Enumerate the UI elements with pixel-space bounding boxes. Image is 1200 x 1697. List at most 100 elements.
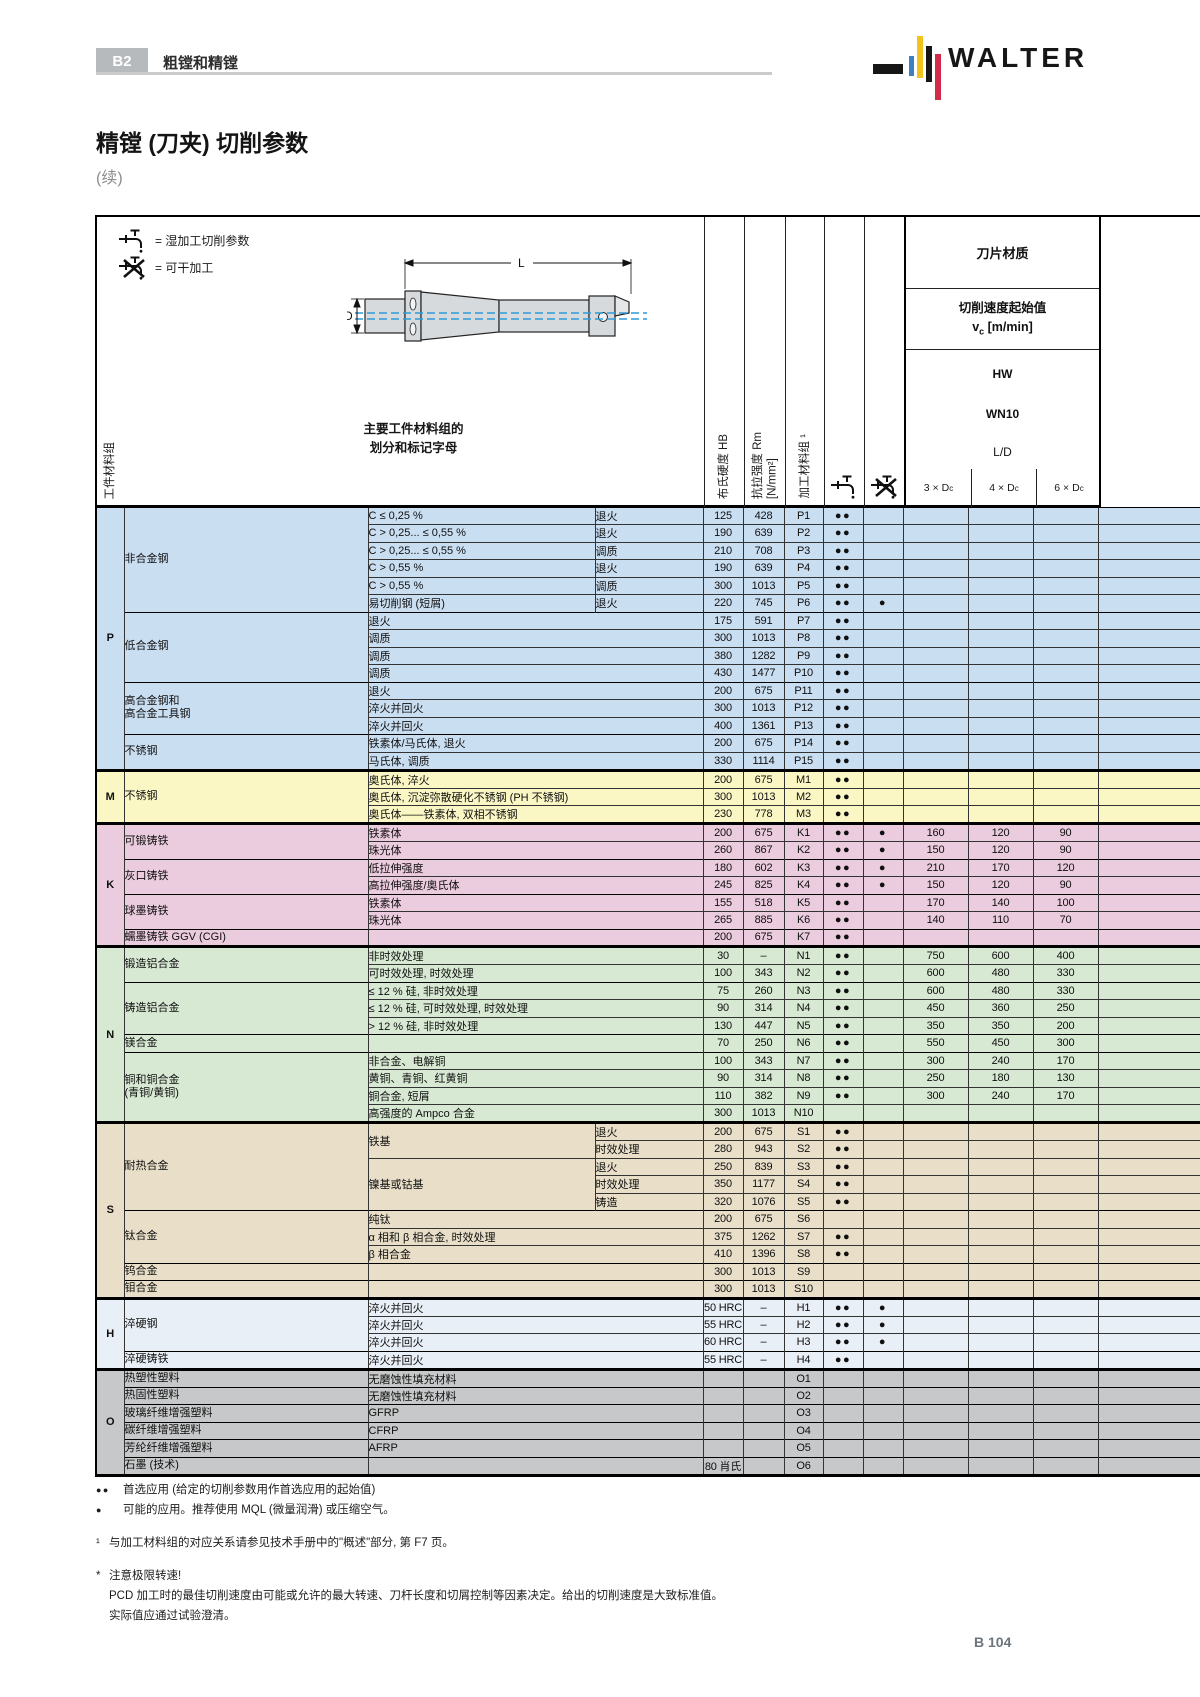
iso-material-group-cell: P8 bbox=[783, 629, 823, 647]
iso-material-group-cell: P15 bbox=[783, 751, 823, 770]
material-group-cell: 铸造铝合金 bbox=[123, 981, 368, 1035]
vc-6xdc-cell: 90 bbox=[1032, 876, 1098, 894]
page-cut-cell bbox=[1097, 1350, 1200, 1369]
hardness-hb-cell: 200 bbox=[702, 822, 743, 842]
tensile-rm-cell: 602 bbox=[742, 858, 784, 877]
dry-application-cell bbox=[862, 1262, 903, 1281]
vc-4xdc-cell bbox=[967, 805, 1033, 824]
vc-3xdc-cell bbox=[902, 1192, 968, 1211]
tensile-rm-cell: – bbox=[742, 1333, 784, 1351]
iso-material-group-cell: P6 bbox=[783, 594, 823, 612]
page-cut-cell bbox=[1097, 505, 1200, 525]
tensile-rm-cell: – bbox=[742, 945, 784, 965]
iso-material-group-cell: N8 bbox=[783, 1069, 823, 1087]
tensile-rm-cell: 314 bbox=[742, 1069, 784, 1087]
dry-application-cell bbox=[862, 893, 903, 912]
page-cut-cell bbox=[1097, 734, 1200, 752]
vc-4xdc-cell bbox=[967, 1315, 1033, 1334]
page-cut-cell bbox=[1097, 768, 1200, 788]
wet-application-cell bbox=[822, 1262, 863, 1281]
tensile-rm-cell: 1477 bbox=[742, 664, 784, 682]
vc-4xdc-cell bbox=[967, 699, 1033, 717]
page-cut-cell bbox=[1097, 981, 1200, 1000]
dry-application-cell bbox=[862, 1192, 903, 1211]
vc-3xdc-cell bbox=[902, 699, 968, 717]
wet-application-cell bbox=[822, 1104, 863, 1123]
vc-3xdc-cell bbox=[902, 1210, 968, 1228]
diagram-diameter-label: D bbox=[347, 309, 353, 323]
footnote-speed-limit-body: PCD 加工时的最佳切削速度由可能或允许的最大转速、刀杆长度和切屑控制等因素决定… bbox=[109, 1590, 723, 1602]
wet-application-cell: ●● bbox=[822, 699, 863, 717]
dry-application-cell bbox=[862, 768, 903, 788]
treatment-cell: 调质 bbox=[594, 576, 703, 595]
vc-6xdc-cell: 90 bbox=[1032, 822, 1098, 842]
material-group-cell: 不锈钢 bbox=[123, 734, 368, 770]
material-subtype-cell: 奥氏体——铁素体, 双相不锈钢 bbox=[367, 805, 703, 824]
vc-4xdc-cell bbox=[967, 1192, 1033, 1211]
wet-application-cell: ●● bbox=[822, 751, 863, 770]
vc-6xdc-cell bbox=[1032, 576, 1098, 595]
material-group-cell: 芳纶纤维增强塑料 bbox=[123, 1439, 368, 1457]
page-cut-cell bbox=[1097, 1069, 1200, 1087]
hardness-hb-cell: 50 HRC bbox=[702, 1296, 743, 1316]
vc-4xdc-cell: 480 bbox=[967, 981, 1033, 1000]
page-cut-cell bbox=[1097, 1386, 1200, 1405]
material-group-cell: 铜和铜合金 (青铜/黄铜) bbox=[123, 1051, 368, 1123]
footnote-possible: ● 可能的应用。推荐使用 MQL (微量润滑) 或压缩空气。 bbox=[96, 1504, 395, 1516]
dry-application-cell bbox=[862, 1280, 903, 1298]
vc-4xdc-cell bbox=[967, 611, 1033, 630]
vc-3xdc-cell bbox=[902, 559, 968, 577]
iso-material-group-cell: N3 bbox=[783, 981, 823, 1000]
vc-6xdc-cell bbox=[1032, 664, 1098, 682]
wet-application-cell bbox=[822, 1404, 863, 1422]
iso-material-group-cell: S1 bbox=[783, 1121, 823, 1141]
iso-material-group-cell: S6 bbox=[783, 1210, 823, 1228]
material-subtype-cell: 无磨蚀性填充材料 bbox=[367, 1367, 703, 1387]
page-cut-cell bbox=[1097, 594, 1200, 612]
iso-material-group-cell: P9 bbox=[783, 646, 823, 665]
treatment-cell: 调质 bbox=[594, 541, 703, 560]
dry-application-cell bbox=[862, 1404, 903, 1422]
iso-material-group-cell: O3 bbox=[783, 1404, 823, 1422]
material-subtype-cell: GFRP bbox=[367, 1404, 703, 1422]
wet-application-cell: ●● bbox=[822, 1227, 863, 1246]
page-cut-cell bbox=[1097, 999, 1200, 1017]
hardness-hb-cell: 265 bbox=[702, 911, 743, 929]
dry-column-header bbox=[864, 217, 904, 507]
iso-material-group-cell: K2 bbox=[783, 841, 823, 859]
wet-application-cell: ●● bbox=[822, 1121, 863, 1141]
page-cut-cell bbox=[1097, 1157, 1200, 1176]
vc-4xdc-cell bbox=[967, 1439, 1033, 1457]
vc-3xdc-cell: 210 bbox=[902, 858, 968, 877]
page-cut-cell bbox=[1097, 822, 1200, 842]
grade-wn10-label: WN10 bbox=[985, 407, 1020, 421]
tensile-rm-cell bbox=[742, 1421, 784, 1440]
material-subtype-cell: 奥氏体, 淬火 bbox=[367, 768, 703, 788]
hardness-hb-cell: 300 bbox=[702, 629, 743, 647]
page-cut-cell bbox=[1097, 576, 1200, 595]
page-cut-cell bbox=[1097, 911, 1200, 929]
hardness-hb-cell: 410 bbox=[702, 1245, 743, 1263]
page-cut-cell bbox=[1097, 1404, 1200, 1422]
iso-material-group-cell: S4 bbox=[783, 1175, 823, 1193]
vc-6xdc-cell bbox=[1032, 541, 1098, 560]
hardness-hb-cell: 400 bbox=[702, 716, 743, 735]
vc-6xdc-cell bbox=[1032, 1227, 1098, 1246]
vc-6xdc-cell: 90 bbox=[1032, 841, 1098, 859]
wet-application-cell: ●● bbox=[822, 1175, 863, 1193]
dry-application-cell bbox=[862, 629, 903, 647]
vc-3xdc-cell bbox=[902, 1404, 968, 1422]
page-cut-cell bbox=[1097, 841, 1200, 859]
tensile-rm-cell: 839 bbox=[742, 1157, 784, 1176]
vc-4xdc-cell: 240 bbox=[967, 1086, 1033, 1105]
iso-material-group-cell: M3 bbox=[783, 805, 823, 824]
dry-application-cell bbox=[862, 646, 903, 665]
wet-application-cell: ●● bbox=[822, 964, 863, 982]
dry-application-cell: ● bbox=[862, 876, 903, 894]
material-subtype-cell: 退火 bbox=[367, 611, 703, 630]
material-subtype-cell: 高拉伸强度/奥氏体 bbox=[367, 876, 703, 894]
main-column-heading-line1: 主要工件材料组的 bbox=[363, 422, 464, 436]
material-subtype-cell: C > 0,55 % bbox=[367, 559, 595, 577]
main-column-heading-line2: 划分和标记字母 bbox=[369, 441, 458, 456]
wet-application-cell: ●● bbox=[822, 768, 863, 788]
